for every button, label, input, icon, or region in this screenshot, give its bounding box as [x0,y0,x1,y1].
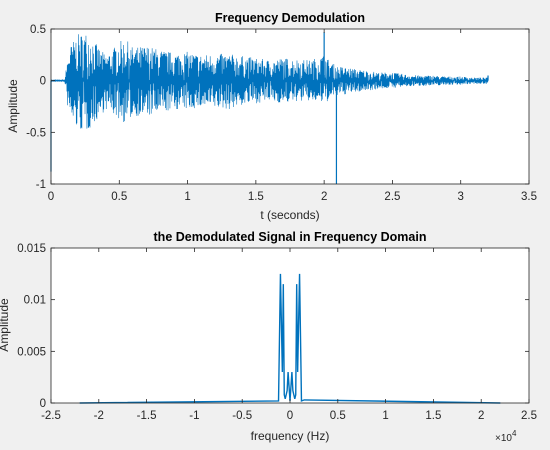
ticks: -2.5 -2 -1.5 -1 -0.5 0 0.5 1 1.5 2 2.5 0 0.005 0.01 0.… [17,243,537,422]
y-tick-label: 0.005 [17,346,46,358]
x-tick-label: 3.5 [521,191,537,203]
y-tick-label: 0 [40,398,46,410]
axes-box [50,28,530,185]
y-tick-label: 0.015 [17,243,46,255]
ticks: 0 0.5 1 1.5 2 2.5 3 3.5 -1 -0.5 0 0.5 [26,24,537,203]
x-tick-label: 2.5 [521,410,537,422]
spectrum-line [79,273,501,404]
x-axis-exponent-power: 4 [512,429,517,438]
subplot-time-domain: 0 0.5 1 1.5 2 2.5 3 3.5 -1 -0.5 0 0.5 Frequency Dem… [6,11,537,222]
plot-area [79,273,501,404]
x-tick-label: 1.5 [425,410,441,422]
x-axis-exponent-base: ×10 [495,433,512,444]
x-tick-label: 3 [458,191,464,203]
axes-background [51,29,529,184]
y-tick-label: -0.5 [26,127,46,139]
y-axis-label: Amplitude [6,79,20,133]
x-tick-label: 1 [184,191,190,203]
axes-background [51,248,529,403]
x-tick-label: 2 [478,410,484,422]
x-tick-label: 2.5 [384,191,400,203]
x-tick-label: -2 [94,410,104,422]
x-axis-exponent: ×104 [495,429,517,444]
chart-title: Frequency Demodulation [215,11,365,25]
y-tick-label: 0 [40,76,46,88]
x-tick-label: 0 [287,410,293,422]
x-tick-label: -1 [189,410,199,422]
x-tick-label: 2 [321,191,327,203]
x-tick-label: 0.5 [330,410,346,422]
y-tick-label: 0.01 [24,295,46,307]
x-axis-label: t (seconds) [260,208,319,222]
chart-title: the Demodulated Signal in Frequency Doma… [154,230,427,244]
x-tick-label: 0 [48,191,54,203]
y-axis-label: Amplitude [0,298,11,352]
x-axis-label: frequency (Hz) [251,429,330,443]
x-tick-label: -1.5 [137,410,157,422]
x-tick-label: 0.5 [111,191,127,203]
x-tick-label: 1 [382,410,388,422]
y-tick-label: -1 [36,179,46,191]
y-tick-label: 0.5 [30,24,46,36]
x-tick-label: 1.5 [248,191,264,203]
x-tick-label: -2.5 [41,410,61,422]
x-tick-label: -0.5 [232,410,252,422]
subplot-frequency-domain: -2.5 -2 -1.5 -1 -0.5 0 0.5 1 1.5 2 2.5 0 0.005 0.01 0.… [0,230,537,444]
signal-line [50,34,489,129]
